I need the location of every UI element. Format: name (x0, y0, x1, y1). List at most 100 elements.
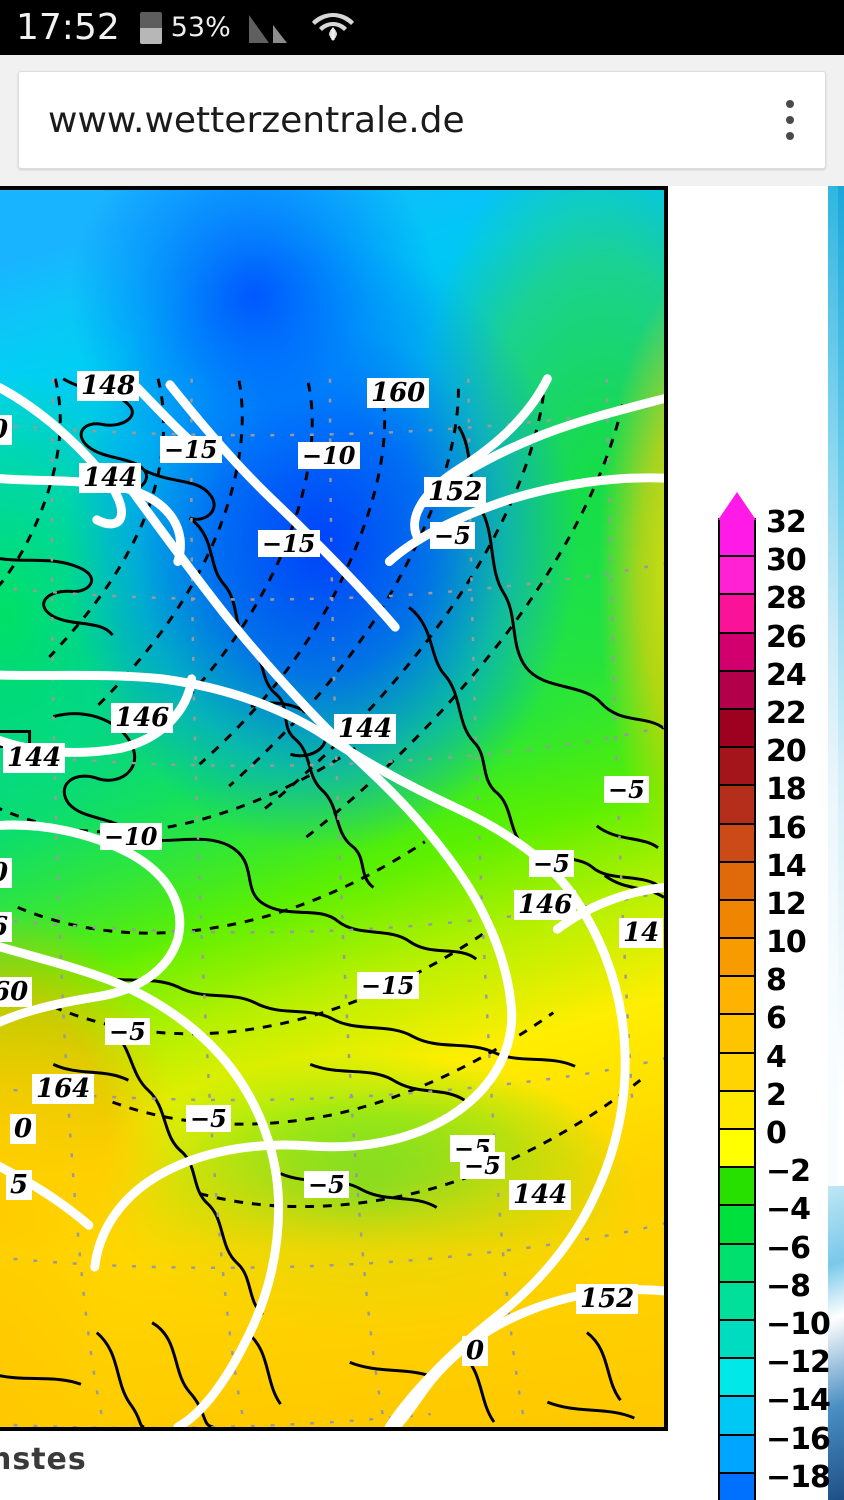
colorbar-tick-label: 4 (766, 1039, 787, 1075)
temperature-label: −15 (160, 436, 222, 463)
colorbar-cell (718, 823, 756, 862)
colorbar-tick-label: 10 (766, 925, 807, 961)
colorbar-tick-label: −18 (766, 1459, 831, 1495)
isohypse-label: 0 (10, 1114, 37, 1144)
isohypse-label: 60 (0, 977, 33, 1007)
temperature-label: −5 (186, 1105, 231, 1132)
colorbar-cell (718, 1243, 756, 1282)
colorbar-cell (718, 1014, 756, 1053)
site-decoration-strip-2 (838, 186, 844, 1500)
colorbar-cell (718, 899, 756, 939)
isohypse-label: 152 (576, 1284, 639, 1314)
temperature-label: −10 (298, 442, 360, 469)
colorbar-tick-label: −10 (766, 1306, 831, 1342)
colorbar-cell (718, 1472, 756, 1500)
colorbar-cell (718, 632, 756, 671)
colorbar-cell (718, 938, 756, 977)
web-page-content: 148 160 144 152 0 146 144 144 0 6 60 146… (0, 186, 844, 1500)
colorbar-tick-label: 18 (766, 772, 807, 808)
colorbar-cell (718, 1358, 756, 1397)
temperature-label: −15 (357, 972, 419, 999)
colorbar-tick-label: 8 (766, 963, 787, 999)
colorbar-tick-label: 28 (766, 581, 807, 617)
isohypse-label: 146 (514, 890, 577, 920)
isohypse-label: 152 (424, 477, 487, 507)
browser-toolbar: www.wetterzentrale.de (0, 55, 844, 186)
map-caption: nstes (0, 1442, 87, 1477)
colorbar-tick-labels: 32 30 28 26 24 22 20 18 16 14 12 10 8 6 4 2 0 −2 −4 −6 −8 −10… (766, 504, 836, 1500)
colorbar-tick-label: −14 (766, 1383, 831, 1419)
temperature-label: −5 (604, 776, 649, 803)
colorbar-cell (718, 861, 756, 900)
isohypse-label: 144 (3, 743, 66, 773)
colorbar-tick-label: 6 (766, 1001, 787, 1037)
status-clock: 17:52 (16, 6, 120, 48)
isohypse-label: 5 (6, 1170, 33, 1200)
battery-percent-label: 53% (170, 12, 231, 43)
colorbar-tick-label: 22 (766, 695, 807, 731)
colorbar-tick-label: −12 (766, 1345, 831, 1381)
colorbar-tick-label: −4 (766, 1192, 811, 1228)
colorbar-tick-label: 0 (766, 1116, 787, 1151)
isohypse-label: 6 (0, 912, 13, 942)
colorbar-cell (718, 1129, 756, 1168)
isohypse-label: 0 (0, 415, 13, 445)
colorbar-cell (718, 976, 756, 1015)
isohypse-label: 160 (367, 378, 430, 408)
battery-icon (139, 11, 162, 44)
colorbar-cell (718, 518, 756, 557)
android-status-bar: 17:52 53% (0, 0, 844, 55)
weather-map-canvas: 148 160 144 152 0 146 144 144 0 6 60 146… (0, 190, 664, 1427)
isohypse-label: 14 (619, 918, 664, 948)
colorbar-cell (718, 1090, 756, 1129)
isohypse-label: 144 (79, 463, 142, 493)
map-vector-overlay (0, 374, 664, 1427)
colorbar-tick-label: −6 (766, 1230, 811, 1266)
colorbar-cell (718, 1434, 756, 1473)
colorbar-tick-label: 32 (766, 505, 807, 540)
colorbar-cell (718, 1319, 756, 1359)
colorbar-tick-label: 2 (766, 1077, 787, 1113)
isohypse-label: 146 (111, 703, 174, 733)
url-bar[interactable]: www.wetterzentrale.de (18, 71, 826, 169)
colorbar-gradient (718, 492, 756, 1500)
temperature-label: −15 (258, 530, 320, 557)
isohypse-label: 148 (77, 371, 140, 401)
isohypse-label: 144 (334, 714, 397, 744)
colorbar-tick-label: 20 (766, 734, 807, 770)
colorbar-tick-label: −16 (766, 1421, 831, 1457)
temperature-label: −5 (105, 1018, 150, 1045)
isohypse-label: 0 (0, 858, 13, 888)
kebab-menu-icon[interactable] (755, 72, 825, 168)
colorbar-cell (718, 708, 756, 748)
temperature-label: −5 (304, 1171, 349, 1198)
isohypse-label: 164 (32, 1074, 95, 1104)
colorbar-tick-label: −8 (766, 1268, 811, 1304)
signal-icon (247, 11, 293, 45)
colorbar-cell (718, 594, 756, 633)
site-decoration-photo (828, 1186, 844, 1500)
colorbar-cell (718, 556, 756, 595)
temperature-label: −5 (529, 850, 574, 877)
colorbar-cell (718, 670, 756, 709)
colorbar-tick-label: −20 (766, 1497, 836, 1500)
isohypse-label: 0 (462, 1336, 489, 1366)
colorbar-cell (718, 747, 756, 786)
isohypse-label: 144 (509, 1180, 572, 1210)
colorbar-tick-label: 24 (766, 657, 807, 693)
colorbar-cell (718, 1052, 756, 1091)
colorbar-tick-label: 12 (766, 886, 807, 922)
temperature-label: −5 (460, 1152, 505, 1179)
weather-map[interactable]: 148 160 144 152 0 146 144 144 0 6 60 146… (0, 186, 668, 1431)
url-input[interactable]: www.wetterzentrale.de (48, 99, 465, 141)
wifi-icon (311, 7, 355, 48)
colorbar-tick-label: 14 (766, 848, 807, 884)
colorbar-tick-label: −2 (766, 1154, 811, 1190)
temperature-label: −10 (100, 823, 162, 850)
colorbar-cell (718, 1205, 756, 1244)
colorbar-cell (718, 1167, 756, 1206)
temperature-label: −5 (430, 522, 475, 549)
colorbar-cell (718, 1396, 756, 1435)
colorbar-tick-label: 16 (766, 810, 807, 846)
